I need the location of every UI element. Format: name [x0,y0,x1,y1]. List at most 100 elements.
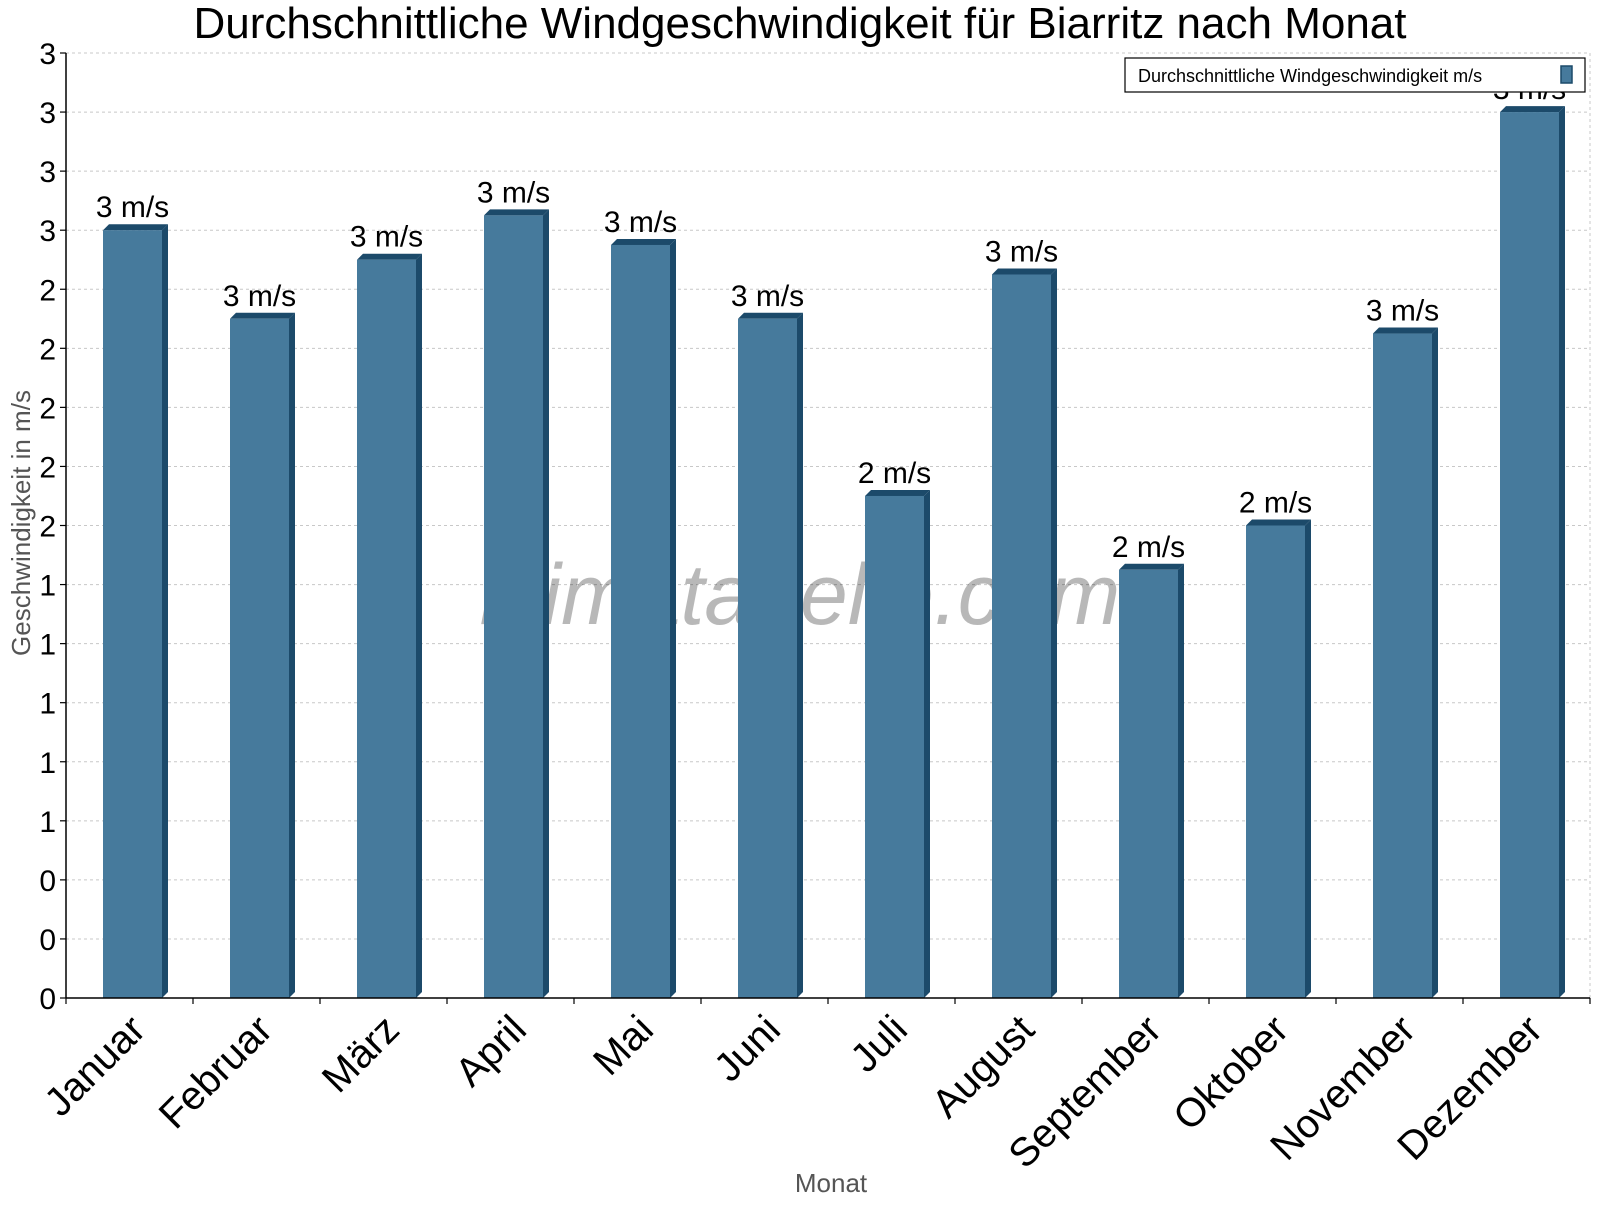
bar-front [103,230,162,998]
bar [865,489,930,998]
y-tick-label: 2 [39,274,56,307]
bar [611,238,676,998]
bar-side [1432,327,1438,998]
data-label: 3 m/s [985,235,1058,268]
x-tick-label: April [447,1007,535,1095]
bar [738,312,803,998]
x-axis-title: Monat [795,1168,868,1198]
data-label: 3 m/s [604,206,677,239]
y-tick-label: 1 [39,629,56,662]
y-tick-label: 2 [39,333,56,366]
data-labels: 3 m/s 3 m/s 3 m/s 3 m/s 3 m/s 3 m/s 2 m/s 3 m/s… [96,73,1566,564]
bar-front [1246,525,1305,998]
x-tick-label: März [314,1007,408,1101]
legend: Durchschnittliche Windgeschwindigkeit m/… [1124,57,1586,93]
y-tick-label: 1 [39,747,56,780]
bar-front [738,318,797,998]
y-tick-label: 3 [39,215,56,248]
data-label: 2 m/s [1112,531,1185,564]
y-tick-label: 1 [39,806,56,839]
bar-top [611,238,676,245]
bar [1500,106,1565,998]
bar-top [992,268,1057,275]
y-tick-label: 2 [39,392,56,425]
y-tick-label: 1 [39,688,56,721]
y-tick-label: 0 [39,983,56,1016]
bar-front [230,318,289,998]
x-tick-label: Februar [151,1007,281,1137]
bar-top [738,312,803,319]
y-tick-label: 3 [39,97,56,130]
bar-side [1305,519,1311,998]
bar-top [1119,563,1184,570]
legend-box [1124,57,1586,93]
data-label: 3 m/s [223,280,296,313]
data-label: 2 m/s [858,457,931,490]
y-tick-label: 1 [39,570,56,603]
bar [1373,327,1438,998]
x-tick-label: Juli [842,1007,916,1081]
bar-side [543,209,549,998]
chart-title: Durchschnittliche Windgeschwindigkeit fü… [194,0,1407,48]
bar [357,253,422,998]
bars [103,106,1565,998]
bar-side [289,312,295,998]
bar-top [1500,106,1565,113]
data-label: 3 m/s [96,191,169,224]
bar-front [865,495,924,998]
y-axis-title: Geschwindigkeit in m/s [6,390,36,656]
bar-top [230,312,295,319]
data-label: 3 m/s [731,280,804,313]
bar-side [924,489,930,998]
bar-top [1373,327,1438,334]
bar-front [1500,112,1559,998]
y-tick-label: 3 [39,38,56,71]
bar-top [357,253,422,260]
bar-top [103,224,168,231]
bar-top [484,209,549,216]
bar-side [670,238,676,998]
legend-label: Durchschnittliche Windgeschwindigkeit m/… [1138,66,1482,86]
bar [992,268,1057,998]
data-label: 3 m/s [350,221,423,254]
gridlines [66,52,1591,998]
axes [60,52,1591,1004]
y-tick-label: 3 [39,156,56,189]
bar-side [416,253,422,998]
x-tick-label: Mai [585,1007,662,1084]
y-tick-label: 2 [39,451,56,484]
bar [103,224,168,998]
bar-front [992,274,1051,998]
x-tick-label: Juni [706,1007,789,1090]
bar-side [1051,268,1057,998]
bar [1119,563,1184,998]
bar [484,209,549,998]
data-label: 3 m/s [477,176,550,209]
bar [230,312,295,998]
bar [1246,519,1311,998]
bar-side [797,312,803,998]
x-tick-label: Oktober [1165,1007,1297,1139]
bar-front [1373,333,1432,998]
data-label: 2 m/s [1239,487,1312,520]
y-tick-label: 0 [39,865,56,898]
y-tick-label: 0 [39,924,56,957]
bar-front [357,259,416,998]
y-tick-labels: 0 0 0 1 1 1 1 1 2 2 2 2 2 3 3 3 3 [39,38,56,1016]
data-label: 3 m/s [1366,295,1439,328]
x-tick-label: Januar [36,1007,154,1125]
x-tick-label: August [924,1007,1043,1126]
bar-top [1246,519,1311,526]
legend-swatch [1560,65,1573,84]
bar-front [611,244,670,998]
bar-top [865,489,930,496]
y-tick-label: 2 [39,511,56,544]
bar-side [162,224,168,998]
bar-front [1119,569,1178,998]
bar-side [1559,106,1565,998]
bar-front [484,215,543,998]
bar-side [1178,563,1184,998]
